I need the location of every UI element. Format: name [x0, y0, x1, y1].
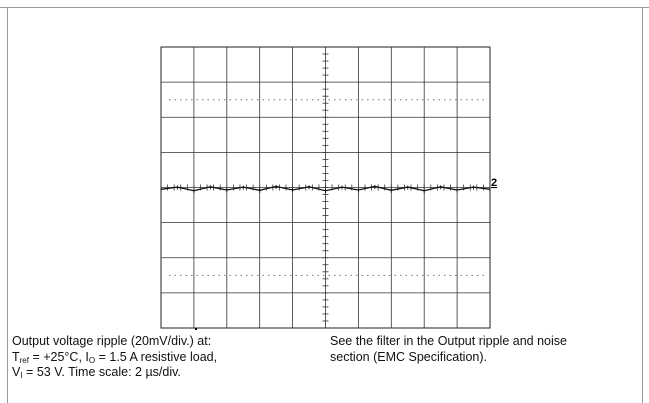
load-text: = 1.5 A resistive load,	[95, 349, 218, 364]
temp-and-current: = +25°C, I	[28, 349, 89, 364]
caption-left-line2: Tref = +25°C, IO = 1.5 A resistive load,	[12, 350, 312, 366]
t-symbol: T	[12, 349, 20, 364]
t-subscript: ref	[19, 355, 29, 365]
caption-left-line3: VI = 53 V. Time scale: 2 µs/div.	[12, 365, 312, 381]
trace-line	[160, 185, 491, 192]
frame-right-border	[642, 7, 649, 403]
caption-left-line1: Output voltage ripple (20mV/div.) at:	[12, 334, 212, 348]
v-subscript: I	[20, 371, 23, 380]
frame-top-border	[0, 0, 649, 8]
dotted-guides	[169, 99, 486, 276]
channel-marker: 2	[491, 177, 497, 189]
caption-right-line1: See the filter in the Output ripple and …	[330, 334, 567, 348]
voltage-timescale: = 53 V. Time scale: 2 µs/div.	[22, 365, 181, 379]
caption-left: Output voltage ripple (20mV/div.) at: Tr…	[12, 334, 312, 381]
ripple-trace	[160, 184, 491, 194]
caption-right-line2: section (EMC Specification).	[330, 349, 488, 364]
caption-right: See the filter in the Output ripple and …	[330, 334, 630, 365]
v-symbol: V	[12, 365, 21, 379]
frame-left-border	[0, 7, 8, 403]
i-subscript: O	[88, 355, 96, 365]
